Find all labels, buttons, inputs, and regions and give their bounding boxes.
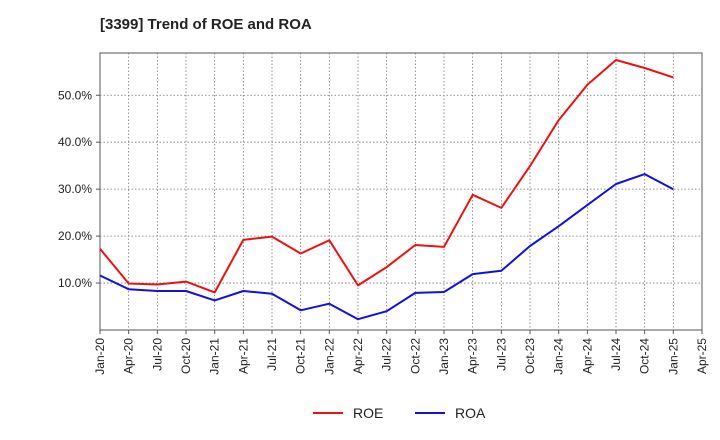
series-line-roe xyxy=(99,59,674,294)
y-tick-label: 50.0% xyxy=(58,88,92,102)
x-tick-label: Apr-22 xyxy=(351,338,365,374)
x-tick-label: Jan-24 xyxy=(552,338,566,375)
x-tick-label: Jul-21 xyxy=(265,338,279,371)
x-tick-label: Apr-25 xyxy=(695,338,709,374)
legend-label-roe: ROE xyxy=(353,405,383,421)
x-tick-label: Jan-23 xyxy=(437,338,451,375)
x-tick-label: Jan-20 xyxy=(93,338,107,375)
y-tick-label: 40.0% xyxy=(58,135,92,149)
x-tick-label: Oct-21 xyxy=(294,338,308,374)
series-line-roa xyxy=(99,173,674,321)
y-tick-label: 30.0% xyxy=(58,182,92,196)
x-tick-label: Apr-23 xyxy=(466,338,480,374)
x-tick-label: Jan-22 xyxy=(322,338,336,375)
x-tick-label: Jul-23 xyxy=(494,338,508,371)
legend-label-roa: ROA xyxy=(455,405,486,421)
x-tick-label: Oct-22 xyxy=(408,338,422,374)
x-tick-label: Jul-22 xyxy=(380,338,394,371)
x-tick-label: Jul-24 xyxy=(609,338,623,371)
x-tick-label: Apr-21 xyxy=(236,338,250,374)
chart-title: [3399] Trend of ROE and ROA xyxy=(100,16,312,33)
x-tick-label: Jan-21 xyxy=(208,338,222,375)
x-tick-label: Apr-24 xyxy=(580,338,594,374)
plot-area xyxy=(99,52,703,331)
grid xyxy=(100,53,702,330)
y-tick-label: 20.0% xyxy=(58,229,92,243)
legend: ROE ROA xyxy=(313,405,486,421)
series-lines xyxy=(99,59,674,321)
x-tick-label: Oct-24 xyxy=(638,338,652,374)
y-tick-label: 10.0% xyxy=(58,276,92,290)
x-tick-label: Oct-20 xyxy=(179,338,193,374)
x-tick-label: Oct-23 xyxy=(523,338,537,374)
axis-ticks: Jan-20 Apr-20 Jul-20 Oct-20 Jan-21 Apr-21 Jul-… xyxy=(58,88,709,374)
x-tick-label: Apr-20 xyxy=(122,338,136,374)
x-tick-label: Jul-20 xyxy=(150,338,164,371)
x-tick-label: Jan-25 xyxy=(666,338,680,375)
